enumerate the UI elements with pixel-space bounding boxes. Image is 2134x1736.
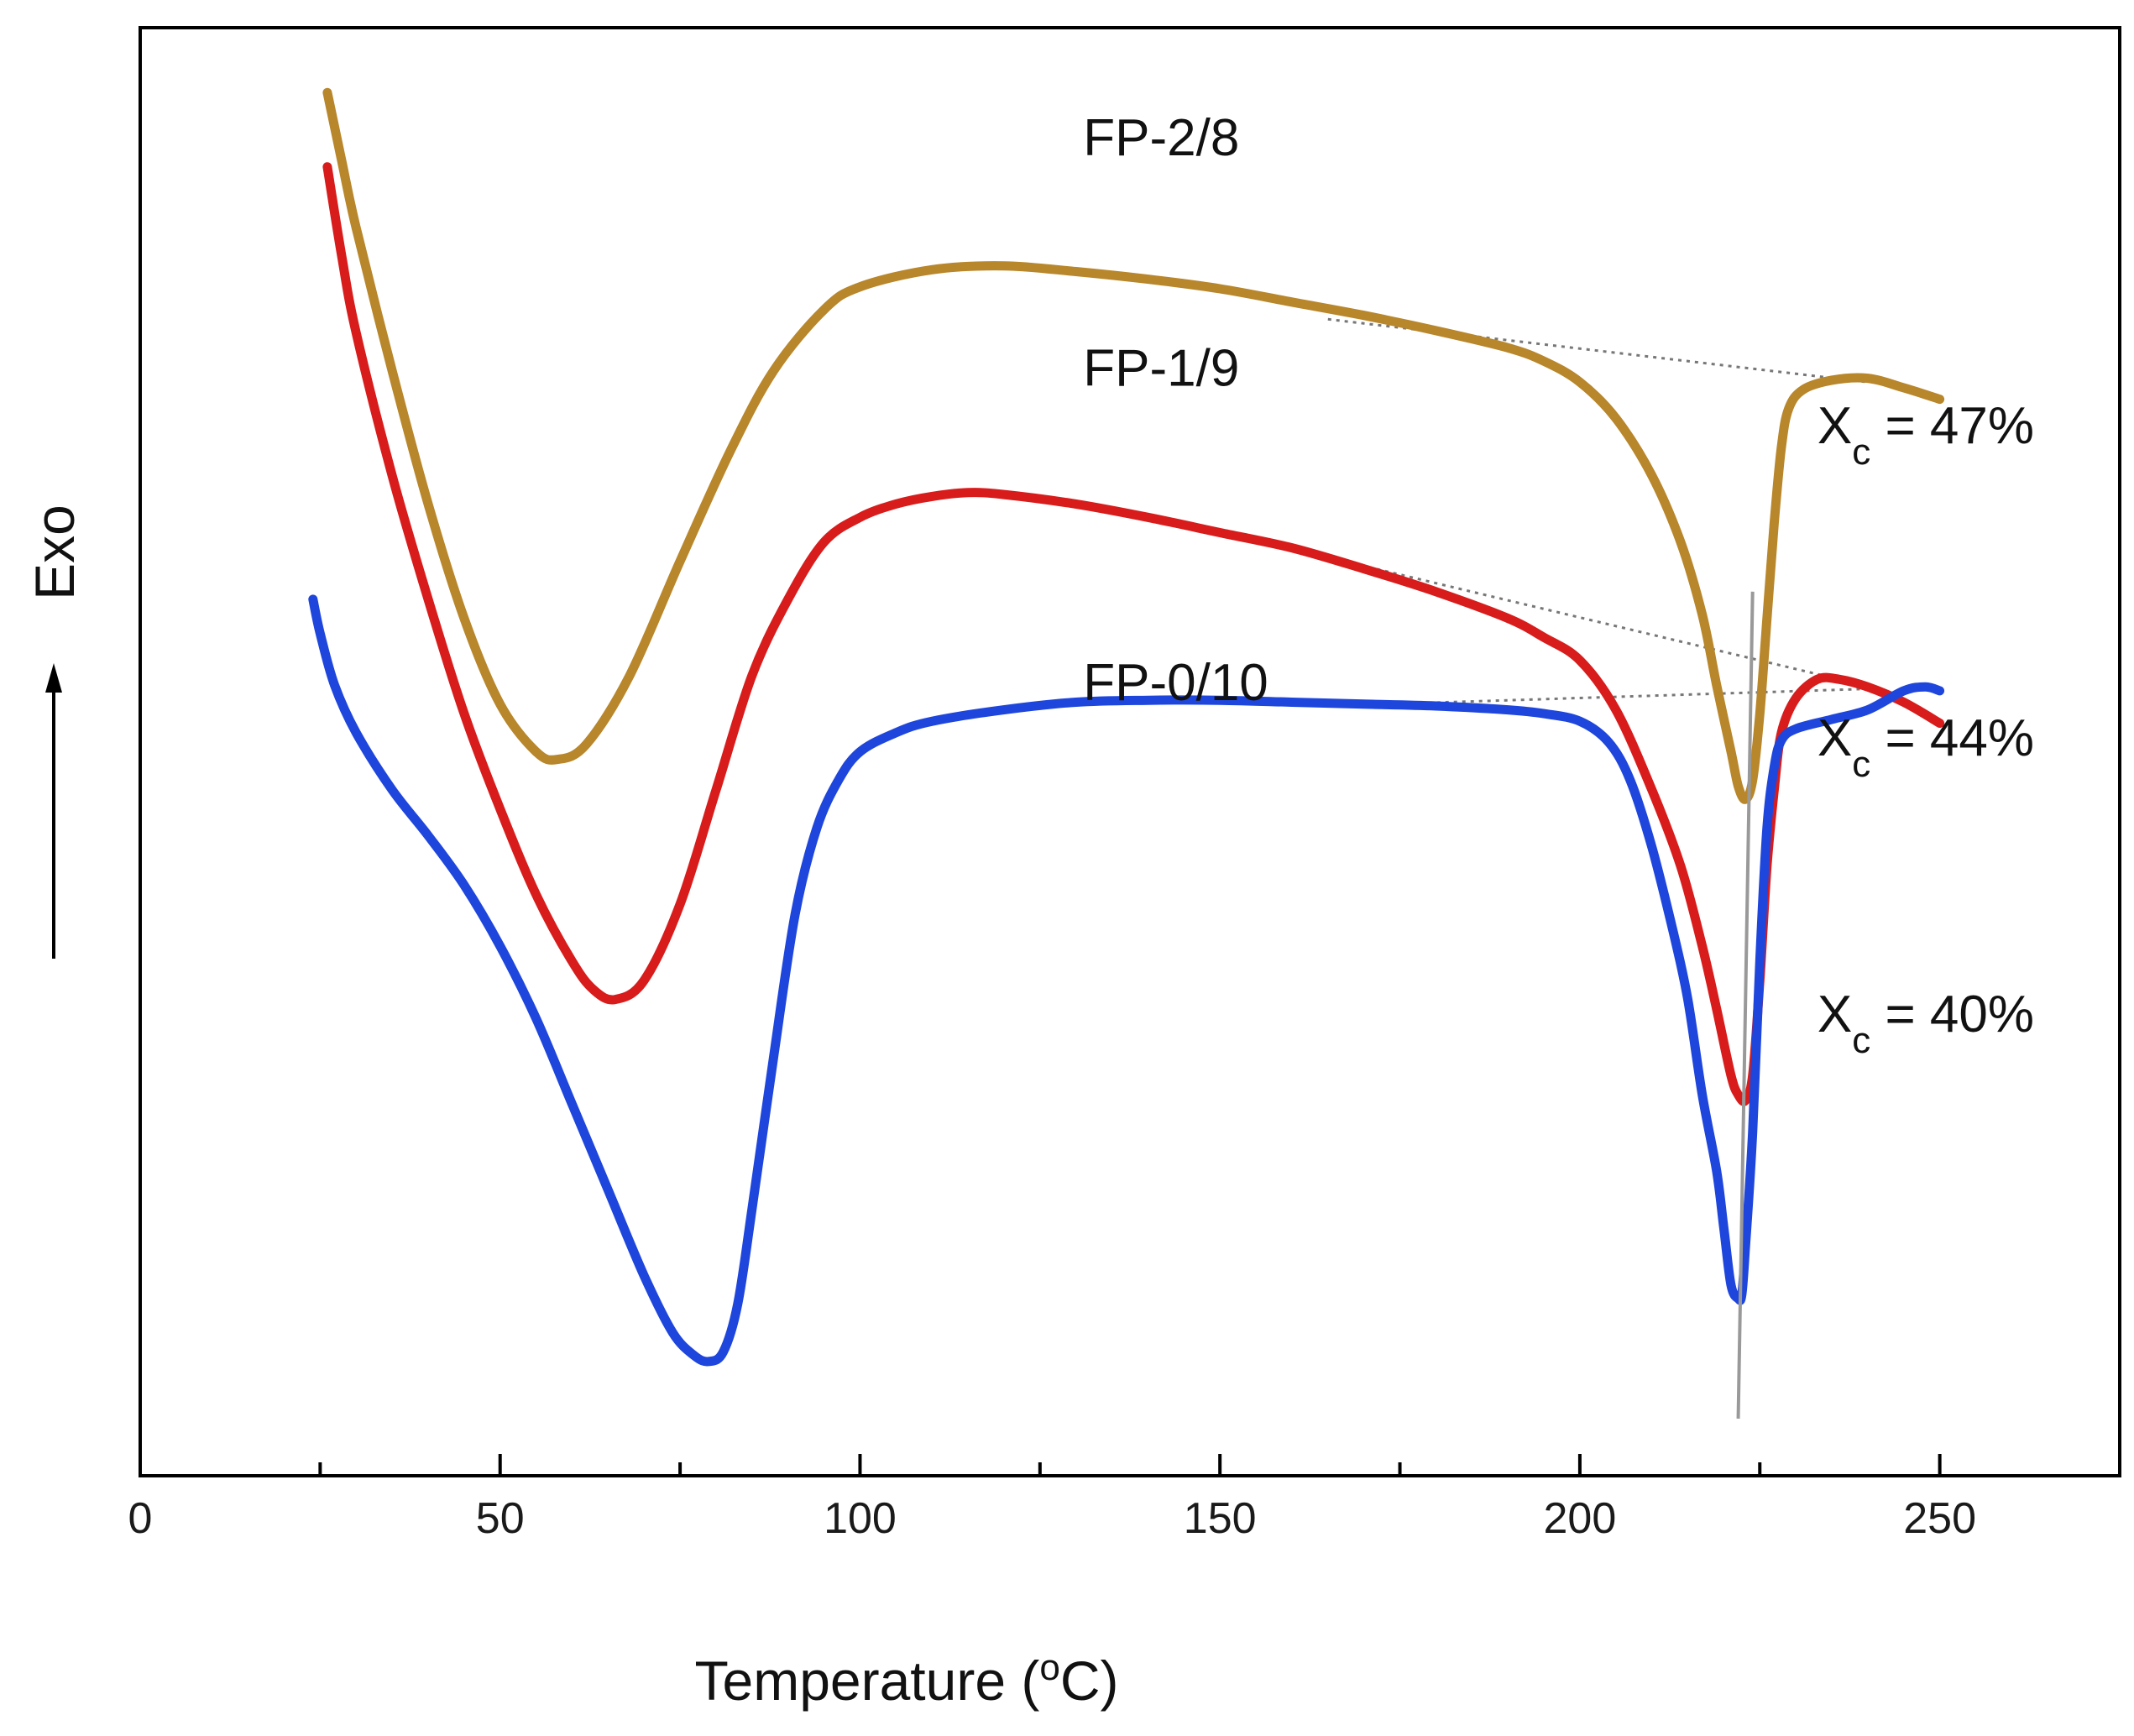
x-tick-label: 150 [1184,1494,1257,1543]
annot-rest: = 40% [1870,986,2034,1043]
annot-rest: = 47% [1870,397,2034,455]
annot-sub: c [1852,431,1870,472]
x-axis-ticks: 0 50 100 150 200 250 [128,1454,2121,1543]
crystallinity-label: Xc = 47% [1818,397,2034,473]
annot-base: X [1818,709,1852,767]
series-lines [308,87,1945,1367]
series-line-FP-2/8 [322,87,1945,804]
crystallinity-label: Xc = 40% [1818,986,2034,1061]
x-axis-title-end: C) [1060,1650,1119,1712]
annot-sub: c [1852,1020,1870,1061]
x-tick-label: 250 [1903,1494,1976,1543]
crystallinity-annotations: Xc = 47%Xc = 44%Xc = 40% [1818,397,2034,1061]
crystallinity-label: Xc = 44% [1818,709,2034,785]
x-tick-label: 200 [1544,1494,1617,1543]
series-line-FP-0/10 [308,594,1945,1367]
x-tick-label: 0 [128,1494,153,1543]
baseline-FP-2/8 [1327,317,1869,384]
annot-base: X [1818,986,1852,1043]
series-labels: FP-2/8 FP-1/9 FP-0/10 [1083,109,1268,712]
plot-frame [139,26,2121,1477]
series-line-FP-1/9 [322,162,1945,1106]
baseline-FP-0/10 [1327,688,1868,708]
y-axis-title: Exo [24,505,86,600]
plot-border [139,26,2121,1477]
annot-base: X [1818,397,1852,455]
annot-rest: = 44% [1870,709,2034,767]
x-axis-title-main: Temperature ( [695,1650,1040,1712]
peak-line-group [1736,591,1755,1419]
series-label-FP-1/9: FP-1/9 [1083,340,1239,398]
baseline-FP-1/9 [1327,556,1839,681]
series-label-FP-2/8: FP-2/8 [1083,109,1239,167]
series-label-FP-0/10: FP-0/10 [1083,654,1268,712]
x-tick-label: 100 [824,1494,897,1543]
annot-sub: c [1852,744,1870,785]
exo-arrow-head [45,663,62,693]
x-tick-label: 50 [476,1494,525,1543]
x-axis-title: Temperature (oC) [695,1647,1119,1712]
x-axis-title-sup: o [1039,1647,1059,1688]
peak-line [1736,591,1755,1419]
baselines [1327,317,1869,708]
